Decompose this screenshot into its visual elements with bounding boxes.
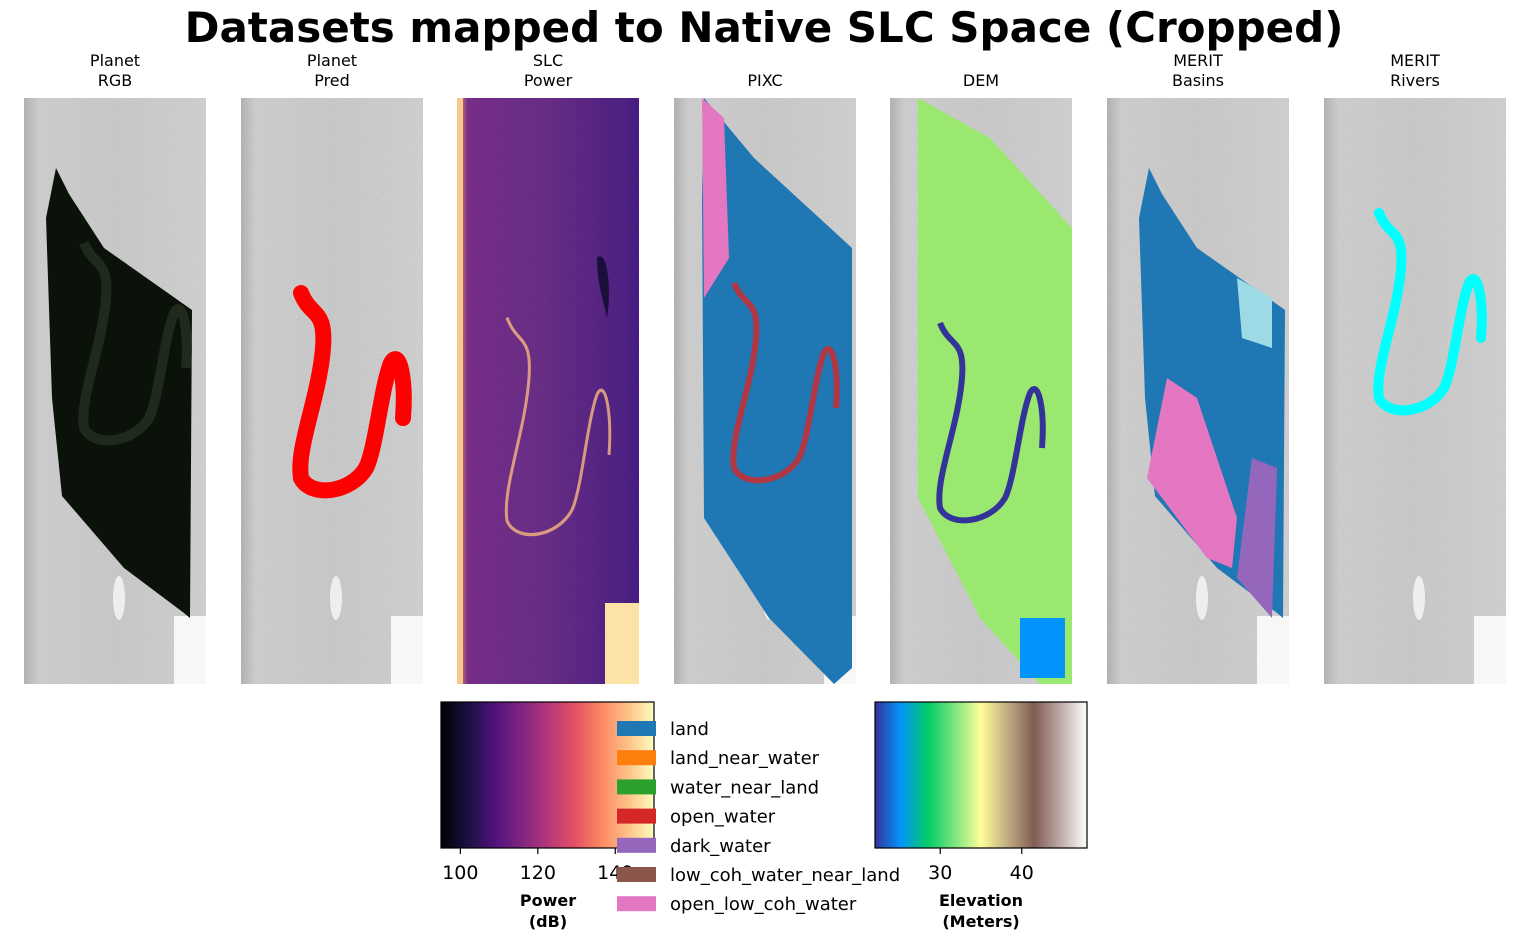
legend-label: land_near_water	[670, 748, 820, 769]
pixc-legend: land land_near_water water_near_land open_w…	[617, 719, 900, 915]
legend-swatch	[617, 750, 656, 766]
legend-swatch	[617, 808, 656, 824]
dem-river-channel	[936, 321, 1046, 524]
legend-swatch	[617, 721, 656, 736]
elevation-colorbar-ticks: 30 40	[928, 848, 1034, 884]
sar-bright-spot	[1196, 576, 1208, 620]
panel-power	[457, 98, 639, 684]
panel-title-line2: PIXC	[747, 71, 782, 90]
power-colorbar-label-line1: Power	[520, 891, 576, 910]
legend-item: open_low_coh_water	[617, 894, 857, 915]
power-background	[457, 98, 639, 684]
rgb-river-trace	[78, 240, 192, 446]
legend-swatch	[617, 867, 656, 882]
sar-bright-spot	[1413, 576, 1425, 620]
panel-title-line2: Basins	[1172, 71, 1224, 90]
pixc-footprint	[702, 98, 852, 684]
elevation-colorbar: 30 40 Elevation (Meters)	[874, 701, 1088, 931]
legend-swatch	[617, 837, 656, 853]
colorbar-tick-label: 40	[1010, 862, 1034, 884]
rgb-footprint	[46, 168, 192, 618]
panel-rivers	[1324, 98, 1506, 684]
panel-basins	[1107, 98, 1289, 684]
legend-item: land	[617, 719, 709, 740]
dem-footprint	[918, 98, 1072, 684]
colorbar-tick-label: 100	[442, 862, 478, 884]
panel-title-line2: Power	[524, 71, 573, 90]
elevation-colorbar-label-line2: (Meters)	[942, 912, 1019, 931]
pixc-low-coh-region	[702, 98, 729, 298]
panel-title-line1: MERIT	[1390, 51, 1440, 70]
colorbar-tick-label: 30	[928, 862, 952, 884]
panel-title-line2: RGB	[98, 71, 133, 90]
panel-title-line2: Rivers	[1390, 71, 1440, 90]
legend-label: open_water	[670, 807, 776, 828]
panel-title-line1: Planet	[307, 51, 357, 70]
legend-label: water_near_land	[670, 777, 819, 798]
legend-swatch	[617, 779, 656, 795]
power-colorbar: 100 120 140 Power (dB)	[440, 701, 655, 931]
sar-bright-field	[174, 616, 206, 684]
pixc-water-trace	[730, 281, 840, 484]
panel-pixc	[674, 98, 856, 684]
panel-title-line1: MERIT	[1173, 51, 1223, 70]
basins-purple-basin	[1237, 458, 1277, 618]
rivers-line	[1373, 208, 1487, 416]
sar-bright-spot	[113, 576, 125, 620]
legend-item: low_coh_water_near_land	[617, 865, 900, 886]
panel-rgb	[24, 98, 206, 684]
legend-item: open_water	[617, 807, 776, 828]
dem-low-area	[1020, 618, 1065, 678]
power-dark-lake	[597, 256, 609, 318]
legend-item: dark_water	[617, 836, 771, 857]
basins-lightblue-basin	[1237, 278, 1272, 348]
elevation-colorbar-gradient	[874, 701, 1088, 849]
legend-label: open_low_coh_water	[670, 894, 857, 915]
sar-bright-field	[1474, 616, 1506, 684]
basins-pink-basin	[1147, 378, 1237, 568]
power-colorbar-gradient	[440, 701, 655, 849]
elevation-colorbar-label-line1: Elevation	[939, 891, 1023, 910]
panel-pred	[241, 98, 423, 684]
legend-item: water_near_land	[617, 777, 819, 798]
colorbar-tick-label: 120	[520, 862, 556, 884]
legend-label: land	[670, 719, 709, 740]
power-bright-edge	[457, 98, 463, 684]
legend-label: dark_water	[670, 836, 771, 857]
legend-item: land_near_water	[617, 748, 820, 769]
legend-label: low_coh_water_near_land	[670, 865, 900, 886]
panel-title-line2: Pred	[314, 71, 350, 90]
sar-bright-spot	[330, 576, 342, 620]
power-colorbar-label-line2: (dB)	[529, 912, 567, 931]
panel-title-line1: Planet	[90, 51, 140, 70]
panel-title-line2: DEM	[963, 71, 999, 90]
power-bright-river	[504, 316, 612, 537]
sar-bright-field	[391, 616, 423, 684]
legend-swatch	[617, 896, 656, 912]
sar-bright-field	[1257, 616, 1289, 684]
power-bright-field	[605, 603, 639, 684]
panel-dem	[890, 98, 1072, 684]
pred-water-mask	[292, 285, 412, 499]
chart-title: Datasets mapped to Native SLC Space (Cro…	[185, 3, 1344, 52]
power-colorbar-ticks: 100 120 140	[442, 848, 633, 884]
panel-title-line1: SLC	[533, 51, 563, 70]
